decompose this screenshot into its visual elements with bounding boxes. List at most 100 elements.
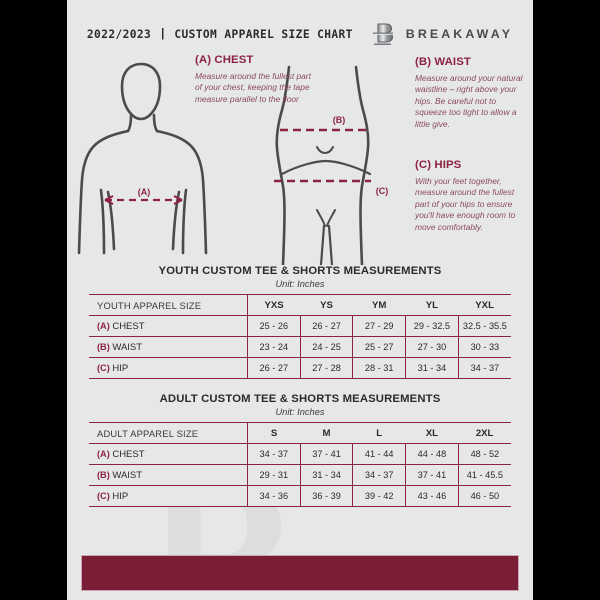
size-chart-page: B 2022/2023 | CUSTOM APPAREL SIZE CHART	[67, 0, 533, 600]
row-name: CHEST	[112, 320, 145, 332]
adult-cell-2-4: 46 - 50	[458, 485, 511, 507]
row-tag: (A)	[97, 448, 110, 459]
chest-marker-label: (A)	[138, 187, 151, 197]
adult-row-0-label: (A) CHEST	[89, 443, 248, 465]
adult-lead-header: ADULT APPAREL SIZE	[89, 422, 248, 444]
row-name: CHEST	[112, 448, 145, 460]
table-row: (B) WAIST 29 - 31 31 - 34 34 - 37 37 - 4…	[89, 464, 511, 486]
callout-hips-title: (C) HIPS	[415, 159, 462, 171]
table-row: (A) CHEST 25 - 26 26 - 27 27 - 29 29 - 3…	[89, 315, 511, 337]
adult-cell-2-3: 43 - 46	[405, 485, 459, 507]
adult-cell-0-2: 41 - 44	[352, 443, 407, 465]
header-season: 2022/2023	[86, 27, 152, 41]
adult-table-title: ADULT CUSTOM TEE & SHORTS MEASUREMENTS	[159, 393, 441, 405]
youth-cell-1-0: 23 - 24	[247, 336, 301, 358]
adult-cell-1-0: 29 - 31	[247, 464, 301, 486]
youth-table-block: YOUTH CUSTOM TEE & SHORTS MEASUREMENTS U…	[89, 265, 511, 379]
body-figures-svg: (A)	[77, 62, 389, 265]
youth-cell-1-2: 25 - 27	[352, 336, 407, 358]
row-tag: (C)	[97, 362, 110, 373]
callout-chest: (A) CHEST Measure around the fullest par…	[195, 54, 311, 105]
row-name: HIP	[112, 490, 129, 502]
youth-cell-2-1: 27 - 28	[300, 357, 354, 379]
torso-figure	[77, 62, 208, 255]
adult-col-3: XL	[405, 422, 459, 444]
adult-col-1: M	[300, 422, 353, 444]
table-row: (A) CHEST 34 - 37 37 - 41 41 - 44 44 - 4…	[89, 443, 511, 465]
adult-cell-2-2: 39 - 42	[352, 485, 407, 507]
table-row: (C) HIP 26 - 27 27 - 28 28 - 31 31 - 34 …	[89, 357, 511, 379]
youth-col-0: YXS	[247, 294, 301, 316]
youth-cell-1-4: 30 - 33	[458, 336, 511, 358]
brand-name: BREAKAWAY	[405, 27, 514, 41]
adult-cell-1-1: 31 - 34	[300, 464, 354, 486]
row-tag: (A)	[97, 320, 110, 331]
table-row: (B) WAIST 23 - 24 24 - 25 25 - 27 27 - 3…	[89, 336, 511, 358]
youth-cell-1-1: 24 - 25	[300, 336, 354, 358]
youth-table-title: YOUTH CUSTOM TEE & SHORTS MEASUREMENTS	[158, 265, 442, 277]
youth-col-1: YS	[300, 294, 353, 316]
youth-row-0-label: (A) CHEST	[89, 315, 248, 337]
youth-col-4: YXL	[458, 294, 511, 316]
adult-cell-1-3: 37 - 41	[405, 464, 459, 486]
youth-cell-0-1: 26 - 27	[300, 315, 354, 337]
adult-size-table: ADULT APPAREL SIZE S M L XL 2XL (A) CHES…	[89, 422, 511, 507]
callout-chest-text: Measure around the fullest part of your …	[195, 71, 311, 104]
youth-row-1-label: (B) WAIST	[89, 336, 248, 358]
adult-cell-1-2: 34 - 37	[352, 464, 407, 486]
callout-hips: (C) HIPS With your feet together, measur…	[415, 159, 523, 233]
table-header-row: ADULT APPAREL SIZE S M L XL 2XL	[89, 422, 511, 444]
adult-col-4: 2XL	[458, 422, 511, 444]
youth-cell-2-4: 34 - 37	[458, 357, 511, 379]
youth-cell-2-0: 26 - 27	[247, 357, 301, 379]
row-name: HIP	[112, 362, 129, 374]
waist-marker-label: (B)	[333, 115, 346, 125]
youth-size-table: YOUTH APPAREL SIZE YXS YS YM YL YXL (A) …	[89, 294, 511, 379]
adult-cell-1-4: 41 - 45.5	[458, 464, 511, 486]
row-tag: (B)	[97, 469, 110, 480]
adult-row-2-label: (C) HIP	[89, 485, 248, 507]
adult-table-unit: Unit: Inches	[275, 407, 325, 417]
youth-cell-2-2: 28 - 31	[352, 357, 407, 379]
youth-col-3: YL	[405, 294, 459, 316]
adult-cell-0-0: 34 - 37	[247, 443, 301, 465]
footer-bar	[81, 555, 519, 591]
adult-cell-0-1: 37 - 41	[300, 443, 354, 465]
row-tag: (B)	[97, 341, 110, 352]
page-header: 2022/2023 | CUSTOM APPAREL SIZE CHART	[67, 0, 533, 47]
adult-cell-0-4: 48 - 52	[458, 443, 511, 465]
hips-marker-label: (C)	[376, 186, 389, 196]
adult-row-1-label: (B) WAIST	[89, 464, 248, 486]
row-name: WAIST	[112, 341, 143, 353]
page-title: CUSTOM APPAREL SIZE CHART	[174, 27, 353, 41]
youth-cell-0-3: 29 - 32.5	[405, 315, 459, 337]
table-header-row: YOUTH APPAREL SIZE YXS YS YM YL YXL	[89, 294, 511, 316]
adult-cell-0-3: 44 - 48	[405, 443, 459, 465]
adult-col-0: S	[247, 422, 301, 444]
callout-hips-text: With your feet together, measure around …	[415, 176, 516, 232]
youth-row-2-label: (C) HIP	[89, 357, 248, 379]
breakaway-b-monogram-icon	[372, 23, 393, 45]
youth-lead-header: YOUTH APPAREL SIZE	[89, 294, 248, 316]
youth-cell-0-2: 27 - 29	[352, 315, 407, 337]
row-tag: (C)	[97, 490, 110, 501]
row-name: WAIST	[112, 469, 143, 481]
callout-chest-title: (A) CHEST	[195, 54, 254, 66]
table-row: (C) HIP 34 - 36 36 - 39 39 - 42 43 - 46 …	[89, 485, 511, 507]
adult-cell-2-1: 36 - 39	[300, 485, 354, 507]
callout-waist: (B) WAIST Measure around your natural wa…	[415, 56, 523, 130]
chest-measure-line	[104, 195, 183, 205]
adult-cell-2-0: 34 - 36	[247, 485, 301, 507]
measurement-diagram: (A)	[67, 53, 533, 265]
adult-table-block: ADULT CUSTOM TEE & SHORTS MEASUREMENTS U…	[89, 393, 511, 507]
youth-col-2: YM	[352, 294, 406, 316]
callout-waist-title: (B) WAIST	[415, 56, 471, 68]
youth-cell-2-3: 31 - 34	[405, 357, 459, 379]
youth-cell-0-0: 25 - 26	[247, 315, 301, 337]
header-separator: |	[161, 28, 165, 40]
youth-cell-1-3: 27 - 30	[405, 336, 459, 358]
callout-waist-text: Measure around your natural waistline – …	[415, 73, 523, 129]
youth-table-unit: Unit: Inches	[275, 279, 325, 289]
adult-col-2: L	[352, 422, 406, 444]
youth-cell-0-4: 32.5 - 35.5	[458, 315, 511, 337]
